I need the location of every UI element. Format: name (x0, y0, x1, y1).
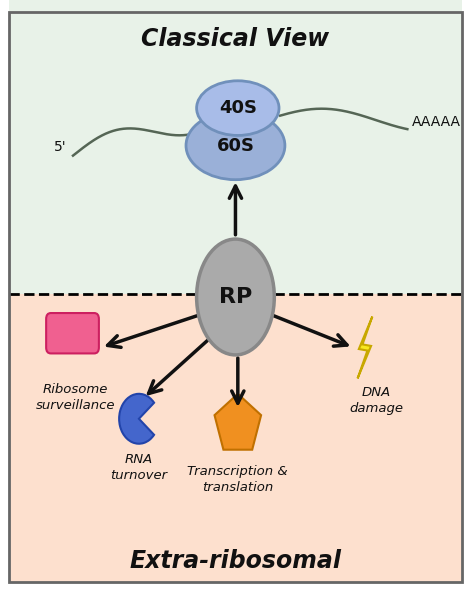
FancyBboxPatch shape (9, 0, 462, 294)
Text: 40S: 40S (219, 99, 257, 117)
FancyBboxPatch shape (9, 294, 462, 582)
FancyBboxPatch shape (46, 313, 99, 353)
Wedge shape (119, 394, 154, 444)
Text: Ribosome
surveillance: Ribosome surveillance (36, 383, 115, 412)
Text: RNA
turnover: RNA turnover (110, 453, 167, 482)
Text: 60S: 60S (217, 137, 255, 154)
Text: Transcription &
translation: Transcription & translation (187, 465, 288, 494)
Text: Classical View: Classical View (141, 27, 329, 50)
Text: AAAAA: AAAAA (412, 115, 461, 129)
Polygon shape (215, 394, 261, 450)
Text: RP: RP (219, 287, 252, 307)
Text: DNA
damage: DNA damage (350, 386, 404, 415)
Text: Extra-ribosomal: Extra-ribosomal (129, 549, 341, 573)
Polygon shape (357, 317, 372, 378)
Ellipse shape (197, 81, 279, 135)
Ellipse shape (197, 239, 274, 355)
Ellipse shape (186, 112, 285, 179)
Text: 5': 5' (54, 140, 66, 154)
